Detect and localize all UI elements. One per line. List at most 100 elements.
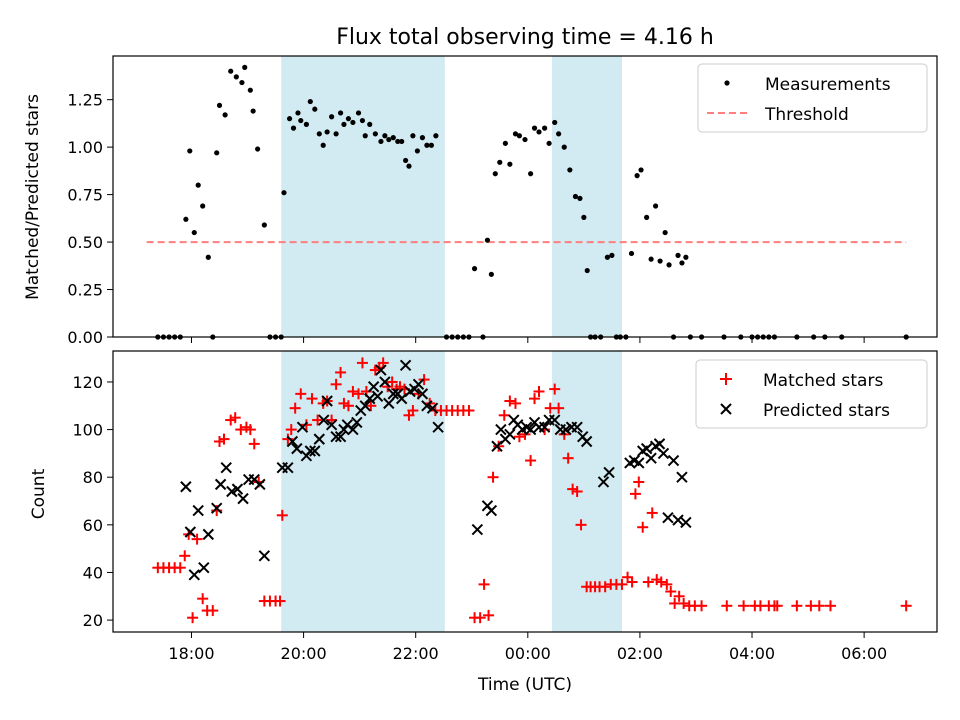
matched-star-point	[179, 550, 191, 562]
matched-star-point	[504, 395, 516, 407]
x-tick-label: 20:00	[281, 644, 327, 663]
count-panel-frame	[112, 350, 938, 633]
measurement-point	[395, 138, 401, 145]
predicted-star-point	[286, 435, 299, 448]
predicted-star-point	[383, 397, 395, 410]
measurement-point	[303, 121, 309, 127]
predicted-star-point	[304, 445, 317, 457]
matched-star-point	[386, 376, 398, 388]
matched-star-point	[529, 393, 541, 405]
matched-star-point	[738, 600, 750, 612]
matched-star-point	[549, 383, 561, 395]
ratio-legend-box	[697, 63, 928, 133]
predicted-star-point	[231, 483, 244, 495]
predicted-star-point	[313, 433, 325, 445]
predicted-star-point	[309, 445, 321, 457]
measurement-point	[428, 142, 434, 148]
measurement-point	[488, 271, 494, 277]
predicted-star-point	[387, 388, 399, 400]
predicted-star-point	[662, 511, 674, 524]
matched-star-point	[418, 374, 430, 386]
predicted-star-point	[282, 461, 294, 474]
predicted-star-point	[471, 523, 484, 536]
legend-threshold-label: Threshold	[764, 105, 849, 125]
matched-star-point	[673, 590, 685, 602]
measurement-point	[497, 159, 503, 165]
measurement-point	[255, 146, 261, 152]
legend-matched-marker	[720, 373, 732, 385]
measurement-point	[492, 171, 498, 177]
predicted-star-point	[549, 414, 561, 426]
predicted-star-point	[524, 423, 537, 436]
measurement-point	[239, 79, 245, 86]
predicted-star-point	[202, 528, 214, 541]
measurement-point	[195, 182, 201, 188]
measurement-point	[528, 171, 534, 177]
legend-predicted-label: Predicted stars	[763, 401, 890, 421]
measurement-point	[522, 136, 528, 143]
matched-star-point	[562, 452, 574, 464]
matched-star-point	[306, 393, 318, 405]
measurement-point	[419, 135, 426, 141]
predicted-star-point	[672, 514, 684, 526]
predicted-star-point	[210, 502, 223, 514]
predicted-star-point	[432, 421, 444, 433]
measurement-point	[250, 108, 256, 114]
predicted-star-point	[504, 428, 516, 441]
measurement-point	[191, 229, 197, 236]
measurement-point	[200, 203, 206, 209]
matched-star-point	[661, 578, 673, 590]
matched-star-point	[353, 388, 365, 400]
measurement-point	[679, 260, 685, 266]
measurement-point	[187, 148, 193, 154]
measurement-point	[484, 237, 491, 243]
measurement-points	[155, 64, 909, 340]
matched-star-point	[642, 576, 654, 588]
matched-star-point	[498, 409, 510, 421]
predicted-star-point	[633, 457, 645, 469]
predicted-star-point	[258, 550, 271, 562]
predicted-star-point	[379, 376, 391, 388]
matched-star-point	[244, 424, 256, 436]
matched-star-point	[235, 424, 247, 436]
matched-star-point	[335, 366, 347, 378]
predicted-star-point	[426, 402, 439, 414]
measurement-point	[295, 110, 301, 116]
predicted-star-point	[580, 435, 593, 448]
measurement-point	[367, 121, 373, 127]
measurement-point	[572, 193, 579, 200]
matched-star-point	[187, 612, 199, 624]
matched-star-point	[174, 562, 186, 574]
matched-star-point	[519, 428, 531, 440]
predicted-star-point	[538, 421, 551, 433]
measurement-point	[675, 252, 681, 258]
measurement-point	[337, 110, 344, 116]
measurement-point	[345, 116, 352, 122]
measurement-point	[399, 138, 405, 145]
measurement-point	[662, 229, 668, 236]
observing-window-0	[281, 56, 445, 337]
ratio-x-tickmarks	[190, 337, 865, 343]
predicted-star-point	[676, 471, 688, 483]
matched-star-point	[295, 388, 307, 400]
count-legend-box	[695, 359, 928, 429]
measurement-point	[281, 190, 287, 196]
measurement-point	[228, 68, 234, 74]
measurement-point	[634, 173, 640, 179]
y-tick-label: 0.75	[67, 186, 103, 205]
measurement-point	[502, 140, 508, 146]
predicted-stars-points	[180, 359, 692, 581]
measurement-point	[657, 258, 663, 264]
predicted-star-point	[180, 481, 192, 493]
measurement-point	[552, 119, 558, 126]
predicted-star-point	[657, 447, 670, 460]
matched-star-point	[616, 578, 628, 590]
legend-measurements-label: Measurements	[765, 75, 891, 95]
matched-star-point	[474, 612, 486, 624]
predicted-star-point	[653, 438, 666, 450]
measurement-point	[567, 167, 573, 173]
measurement-point	[577, 195, 583, 201]
matched-star-point	[696, 600, 708, 612]
measurement-point	[531, 125, 538, 131]
